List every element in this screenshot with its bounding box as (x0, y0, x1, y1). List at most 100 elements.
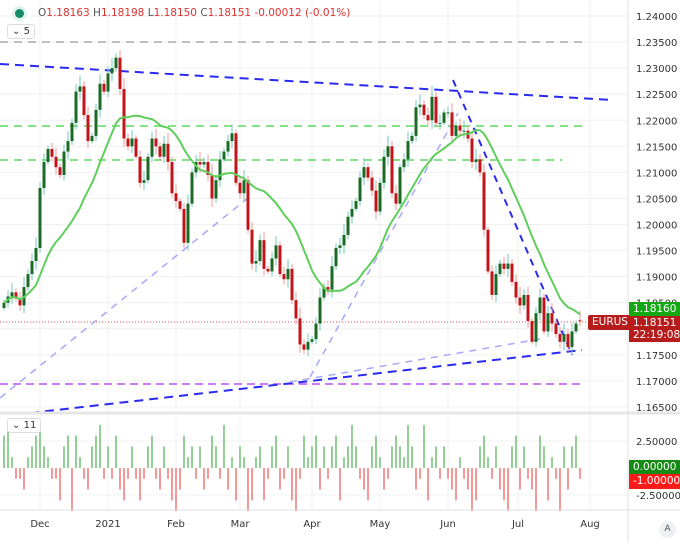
price-tick-label: 1.19000 (636, 273, 677, 284)
candle-body (490, 271, 494, 295)
time-tick-label: Jul (511, 519, 524, 530)
candle-body (134, 138, 138, 157)
candles (2, 50, 582, 357)
lower-support-trendline[interactable] (29, 349, 583, 414)
candle-body (562, 334, 566, 342)
candle-body (454, 125, 458, 136)
low-label: L (147, 7, 154, 19)
price-axis[interactable]: 1.24000 1.23500 1.23000 1.22500 1.22000 1.215… (636, 12, 680, 502)
candle-body (174, 193, 178, 202)
candle-body (286, 268, 290, 280)
candle-body (94, 109, 98, 136)
candle-body (158, 146, 162, 157)
upper-resistance-trendline[interactable] (0, 63, 613, 101)
candle-body (374, 190, 378, 212)
candle-body (542, 297, 546, 332)
candle-body (350, 208, 354, 217)
price-tick-label: 1.22500 (636, 90, 677, 101)
time-tick-label: Apr (303, 519, 321, 530)
candle-body (114, 57, 118, 69)
candle-body (330, 266, 334, 290)
osc-tick-label: -2.50000 (636, 491, 680, 502)
candle-body (118, 57, 122, 89)
candle-body (394, 193, 398, 204)
auto-scale-button[interactable]: A (659, 521, 676, 538)
candle-body (342, 234, 346, 246)
time-tick-label: Dec (30, 519, 49, 530)
bar-countdown: 22:19:08 (633, 329, 680, 341)
price-tick-label: 1.22000 (636, 116, 677, 127)
candle-body (462, 130, 466, 132)
candle-body (414, 107, 418, 136)
candle-body (362, 167, 366, 178)
price-indicators-toggle[interactable]: ⌄ 5 (7, 24, 35, 39)
candle-body (70, 122, 74, 142)
candle-body (338, 245, 342, 248)
candle-body (278, 245, 282, 275)
time-tick-label: Jun (439, 519, 456, 530)
candle-body (250, 229, 254, 264)
candle-body (318, 297, 322, 324)
candle-body (66, 141, 70, 152)
candle-body (402, 159, 406, 168)
candle-body (434, 96, 438, 123)
candle-body (78, 86, 82, 92)
candle-body (506, 263, 510, 269)
candle-body (270, 258, 274, 272)
steep-down-trendline[interactable] (452, 79, 573, 356)
candle-body (202, 161, 206, 165)
osc-last-tag: -1.00000 (629, 474, 680, 489)
candle-body (570, 331, 574, 348)
candle-body (162, 143, 166, 157)
candle-body (14, 292, 18, 299)
candle-body (314, 323, 318, 340)
candle-body (210, 175, 214, 199)
candle-body (354, 201, 358, 209)
price-tick-label: 1.19500 (636, 247, 677, 258)
candle-body (50, 148, 54, 157)
candle-body (178, 201, 182, 209)
candle-body (82, 86, 86, 116)
candle-body (334, 247, 338, 267)
candle-body (98, 83, 102, 110)
candle-body (38, 188, 42, 248)
candle-body (74, 91, 78, 123)
lavender-trendline-3[interactable] (289, 338, 541, 383)
candle-body (370, 177, 374, 191)
candle-body (390, 146, 394, 194)
candle-body (150, 138, 154, 157)
candle-body (102, 83, 106, 92)
candle-body (482, 172, 486, 230)
candle-body (322, 287, 326, 298)
candle-body (62, 151, 66, 176)
time-tick-label: Mar (231, 519, 251, 530)
candle-body (234, 133, 238, 183)
candle-body (426, 115, 430, 121)
price-tick-label: 1.21500 (636, 142, 677, 153)
lavender-trendline-1[interactable] (0, 197, 249, 399)
candle-body (262, 240, 266, 269)
candle-body (430, 96, 434, 121)
candle-body (494, 274, 498, 295)
price-tick-label: 1.20500 (636, 194, 677, 205)
candle-body (170, 161, 174, 194)
candle-body (514, 281, 518, 298)
time-axis[interactable]: Dec 2021 Feb Mar Apr May Jun Jul Aug (30, 519, 599, 530)
candle-body (226, 141, 230, 152)
ma-value-tag: 1.18160 (629, 302, 680, 317)
candle-body (530, 320, 534, 342)
candle-body (290, 268, 294, 301)
osc-indicators-toggle[interactable]: ⌄ 11 (7, 418, 42, 433)
candle-body (190, 172, 194, 204)
candle-body (186, 203, 190, 243)
candle-body (222, 151, 226, 160)
candle-body (206, 161, 210, 176)
candle-body (346, 216, 350, 235)
open-value: 1.18163 (46, 7, 90, 19)
candle-body (26, 274, 30, 288)
price-tick-label: 1.23500 (636, 38, 677, 49)
candle-body (554, 323, 558, 335)
price-tick-label: 1.17000 (636, 377, 677, 388)
